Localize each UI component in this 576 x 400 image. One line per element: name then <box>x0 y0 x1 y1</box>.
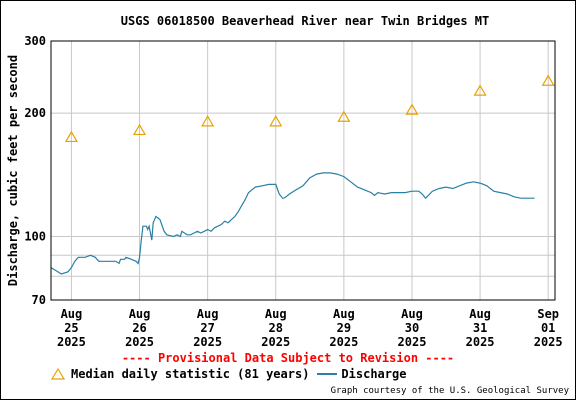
x-tick-label: Aug 29 2025 <box>329 307 358 349</box>
x-tick-label: Aug 30 2025 <box>398 307 427 349</box>
y-axis-label: Discharge, cubic feet per second <box>6 55 20 286</box>
x-tick-label-line: 27 <box>200 321 214 335</box>
x-tick-label: Aug 27 2025 <box>193 307 222 349</box>
x-tick-label-line: Aug <box>61 307 83 321</box>
x-tick-label-line: Aug <box>129 307 151 321</box>
chart-title: USGS 06018500 Beaverhead River near Twin… <box>121 14 489 28</box>
median-marker <box>473 84 487 96</box>
x-tick-label-line: Aug <box>265 307 287 321</box>
x-tick-label: Sep 01 2025 <box>534 307 563 349</box>
median-marker <box>337 110 351 122</box>
y-tick-label: 200 <box>24 106 46 120</box>
median-marker <box>269 115 283 127</box>
chart-legend: Median daily statistic (81 years) Discha… <box>51 366 406 382</box>
x-tick-label: Aug 25 2025 <box>57 307 86 349</box>
median-triangle-icon <box>51 367 65 380</box>
x-tick-label-line: 2025 <box>261 335 290 349</box>
x-tick-label-line: 29 <box>337 321 351 335</box>
x-tick-label-line: Aug <box>333 307 355 321</box>
x-tick-label-line: 31 <box>473 321 487 335</box>
median-marker <box>132 123 147 136</box>
usgs-credit: Graph courtesy of the U.S. Geological Su… <box>330 386 569 396</box>
x-tick-label-line: 25 <box>64 321 78 335</box>
x-tick-label-line: 01 <box>541 321 555 335</box>
x-tick-label: Aug 26 2025 <box>125 307 154 349</box>
x-tick-label-line: 2025 <box>534 335 563 349</box>
y-tick-label: 100 <box>24 230 46 244</box>
x-tick-label-line: 2025 <box>57 335 86 349</box>
median-marker <box>201 115 215 127</box>
median-marker <box>405 103 419 115</box>
x-tick-label-line: 2025 <box>398 335 427 349</box>
x-tick-label: Aug 31 2025 <box>466 307 495 349</box>
x-tick-label-line: 2025 <box>193 335 222 349</box>
discharge-line-icon <box>317 373 338 375</box>
x-tick-label-line: Aug <box>469 307 491 321</box>
x-tick-label: Aug 28 2025 <box>261 307 290 349</box>
x-tick-label-line: 28 <box>269 321 283 335</box>
x-tick-label-line: Aug <box>197 307 219 321</box>
provisional-notice: ---- Provisional Data Subject to Revisio… <box>121 351 455 365</box>
grid-lines <box>51 40 555 301</box>
y-tick-label: 300 <box>24 34 46 48</box>
x-tick-label-line: Sep <box>537 307 559 321</box>
x-tick-label-line: 2025 <box>466 335 495 349</box>
plot-area-border <box>50 40 556 301</box>
discharge-line <box>50 172 535 275</box>
y-axis-ticks: 70 100 200 300 <box>24 34 46 307</box>
legend-median-label: Median daily statistic (81 years) <box>71 367 310 381</box>
x-tick-label-line: 30 <box>405 321 419 335</box>
plot-series <box>50 74 555 275</box>
x-tick-label-line: 26 <box>132 321 146 335</box>
x-tick-label-line: 2025 <box>329 335 358 349</box>
median-marker <box>541 74 555 86</box>
legend-discharge-label: Discharge <box>341 367 407 381</box>
median-marker <box>64 130 78 143</box>
x-tick-label-line: Aug <box>401 307 423 321</box>
x-tick-label-line: 2025 <box>125 335 154 349</box>
y-tick-label: 70 <box>32 293 46 307</box>
